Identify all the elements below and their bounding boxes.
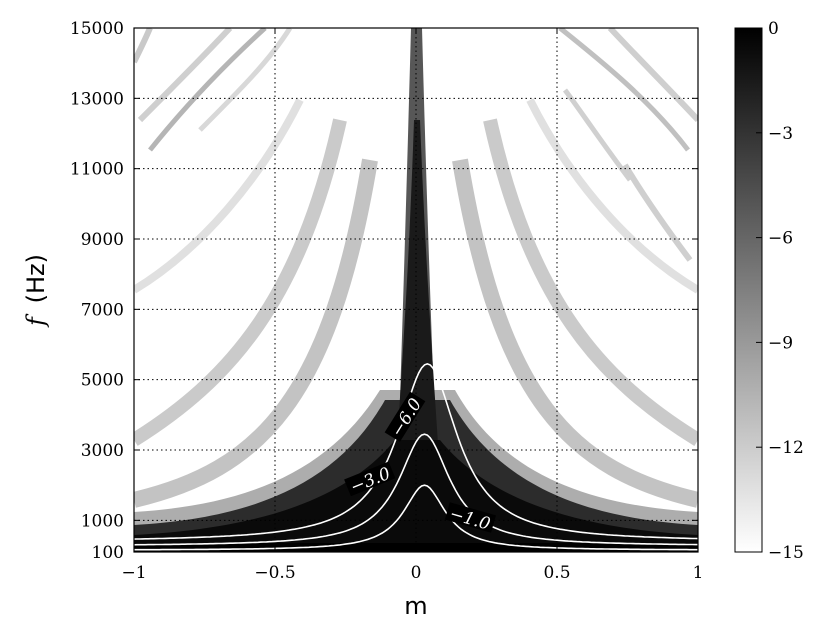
contour-label-backing: [344, 461, 396, 497]
y-tick-label: 5000: [81, 371, 124, 391]
y-tick-label: 15000: [70, 19, 124, 39]
x-tick-label: −1: [121, 563, 146, 583]
colorbar-tick-label: −3: [768, 124, 793, 144]
y-tick-label: 11000: [70, 160, 124, 180]
colorbar: [734, 27, 763, 553]
y-tick-label: 100: [92, 543, 124, 563]
y-axis-title: f (Hz): [22, 254, 50, 328]
y-tick-label: 9000: [81, 230, 124, 250]
contour-label-backing: [444, 502, 496, 533]
contour-line: [134, 363, 698, 540]
y-tick-label: 7000: [81, 300, 124, 320]
colorbar-tick-label: −6: [768, 229, 793, 249]
x-tick-label: 0.5: [543, 563, 570, 583]
x-axis-title: m: [404, 592, 427, 620]
x-axis: −1 −0.5 0 0.5 1: [121, 28, 703, 583]
x-tick-label: 1: [693, 563, 704, 583]
colorbar-ticks: 0 −3 −6 −9 −12 −15: [756, 19, 804, 563]
contour-label-backing: [384, 391, 426, 442]
y-axis: 100 1000 3000 5000 7000 9000 11000 13000 15000: [70, 19, 698, 563]
colorbar-tick-label: −12: [768, 438, 804, 458]
y-tick-label: 3000: [81, 441, 124, 461]
y-tick-label: 1000: [81, 511, 124, 531]
colorbar-tick-label: −9: [768, 333, 793, 353]
contour-line: [134, 484, 698, 551]
x-tick-label: −0.5: [254, 563, 295, 583]
x-tick-label: 0: [411, 563, 422, 583]
colorbar-tick-label: 0: [768, 19, 779, 39]
y-axis-title-italic: f: [22, 313, 50, 328]
contour-line: [134, 433, 698, 546]
y-tick-label: 13000: [70, 89, 124, 109]
grid: [134, 28, 698, 552]
colorbar-tick-label: −15: [768, 543, 804, 563]
y-axis-title-unit: (Hz): [22, 254, 50, 303]
